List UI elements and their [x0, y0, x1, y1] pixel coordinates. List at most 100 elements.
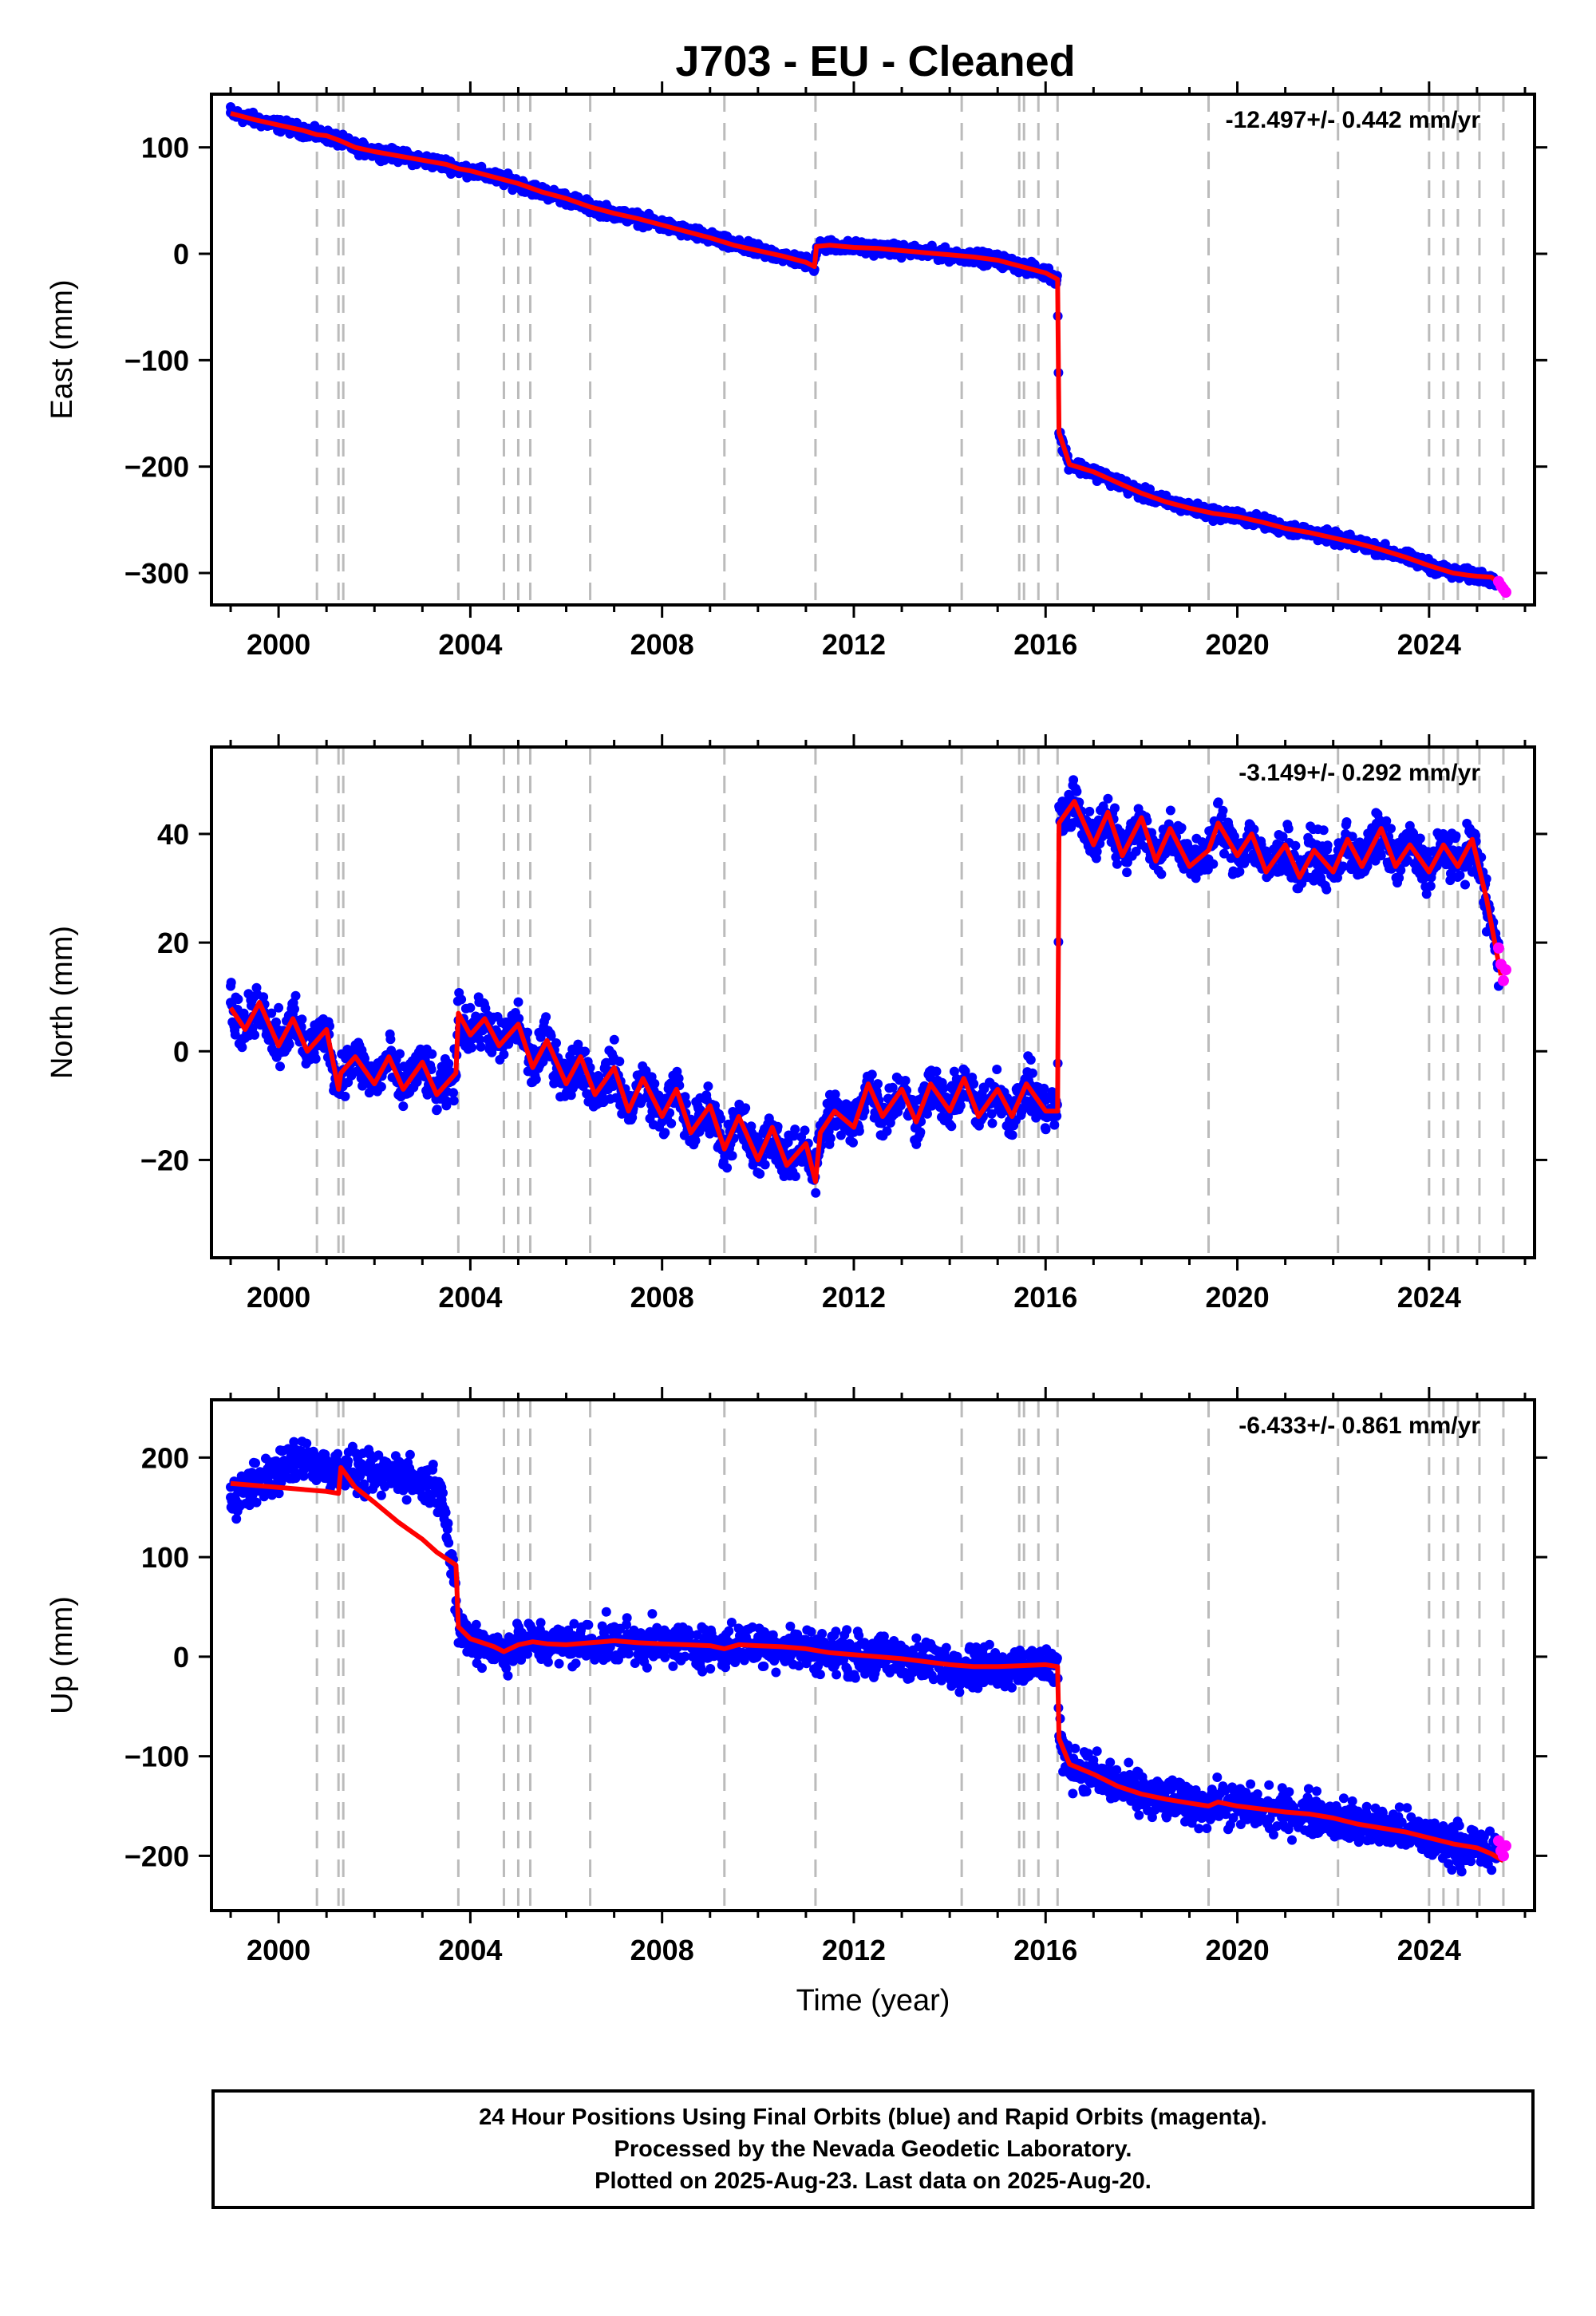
model-line [230, 111, 1505, 588]
chart-title: J703 - EU - Cleaned [675, 38, 1075, 85]
final-point [523, 1027, 532, 1037]
final-point [274, 1488, 284, 1499]
y-tick-label: 0 [173, 238, 189, 271]
final-point [727, 1151, 737, 1161]
final-point [848, 1137, 858, 1148]
final-point [230, 1030, 240, 1040]
final-point [1131, 846, 1141, 856]
y-tick-label: 20 [157, 927, 189, 959]
final-point [1219, 848, 1229, 859]
final-point [251, 1497, 262, 1508]
final-point [867, 1069, 877, 1080]
rapid-point [1497, 974, 1509, 986]
final-point [1110, 803, 1120, 813]
x-tick-label: 2008 [630, 1281, 694, 1314]
final-point [1052, 1111, 1062, 1121]
final-point [346, 1068, 356, 1078]
final-point [1352, 840, 1362, 850]
final-point [674, 1073, 684, 1084]
final-point [854, 1126, 864, 1136]
y-tick-label: −20 [140, 1144, 189, 1176]
final-point [274, 1002, 284, 1013]
final-point [259, 992, 269, 1002]
rapid-point [1499, 964, 1511, 976]
final-point [790, 1124, 800, 1135]
final-point [1283, 824, 1294, 834]
final-point [949, 1066, 959, 1077]
final-point [513, 997, 523, 1007]
final-point [226, 981, 236, 991]
y-tick-label: 40 [157, 818, 189, 851]
final-point [1290, 840, 1301, 851]
final-point [476, 1041, 486, 1052]
final-point [1322, 840, 1333, 851]
final-point [1451, 831, 1461, 841]
final-point [1092, 847, 1102, 856]
final-point [1318, 825, 1329, 836]
final-point [395, 1049, 405, 1059]
final-point [915, 1127, 926, 1137]
final-point [376, 1081, 386, 1092]
final-point [848, 1101, 859, 1111]
final-point [955, 1101, 966, 1111]
final-point [811, 1188, 821, 1198]
x-tick-label: 2016 [1013, 628, 1077, 661]
final-point [882, 1126, 892, 1136]
final-point [931, 1066, 942, 1077]
y-tick-label: 100 [141, 132, 189, 164]
final-point [922, 1109, 932, 1119]
final-point [271, 1017, 281, 1027]
final-point [1341, 817, 1352, 827]
final-point [609, 1034, 619, 1045]
rapid-point [1492, 942, 1504, 954]
final-point [432, 1105, 442, 1115]
y-axis-label: North (mm) [45, 926, 79, 1079]
final-point [1176, 823, 1187, 833]
final-point [760, 1160, 770, 1170]
final-point [703, 1081, 713, 1092]
final-point [444, 1058, 454, 1069]
final-point [1381, 816, 1392, 826]
final-point [1321, 884, 1332, 895]
final-point [1072, 786, 1082, 796]
x-tick-label: 2000 [247, 1281, 310, 1314]
x-tick-label: 2016 [1013, 1281, 1077, 1314]
final-point [226, 102, 236, 112]
final-point [499, 1049, 509, 1060]
final-point [1122, 868, 1132, 878]
final-point [448, 1088, 458, 1098]
final-point [343, 1456, 354, 1466]
rapid-point [1499, 587, 1511, 598]
final-point [297, 1014, 307, 1025]
rate-label: -12.497+/- 0.442 mm/yr [1226, 107, 1481, 133]
final-point [1481, 927, 1491, 937]
panel-plot-area [226, 94, 1511, 605]
x-tick-label: 2012 [822, 1281, 886, 1314]
final-point [716, 1113, 726, 1124]
final-points [226, 775, 1503, 1198]
x-tick-label: 2008 [630, 628, 694, 661]
final-point [755, 1168, 765, 1179]
final-point [992, 1065, 1002, 1074]
panel-plot-area [226, 747, 1511, 1258]
final-point [666, 1118, 677, 1128]
final-point [1421, 889, 1432, 899]
panels-group: 2000 2004 2008 2012 2016 2020 20241000−100−200… [45, 81, 1547, 2018]
final-point [790, 1172, 800, 1181]
final-point [480, 1003, 491, 1014]
final-point [1445, 875, 1456, 886]
final-point [369, 1062, 380, 1073]
final-point [233, 994, 243, 1005]
final-point [1049, 1120, 1060, 1130]
final-point [393, 1089, 404, 1100]
final-point [900, 1076, 911, 1085]
final-point [412, 1077, 422, 1087]
final-point [1041, 1124, 1051, 1135]
final-point [938, 1083, 949, 1093]
final-point [1213, 797, 1223, 808]
final-point [456, 994, 467, 1005]
final-point [487, 1047, 497, 1057]
final-point [275, 1061, 285, 1072]
x-tick-label: 2024 [1397, 628, 1461, 661]
